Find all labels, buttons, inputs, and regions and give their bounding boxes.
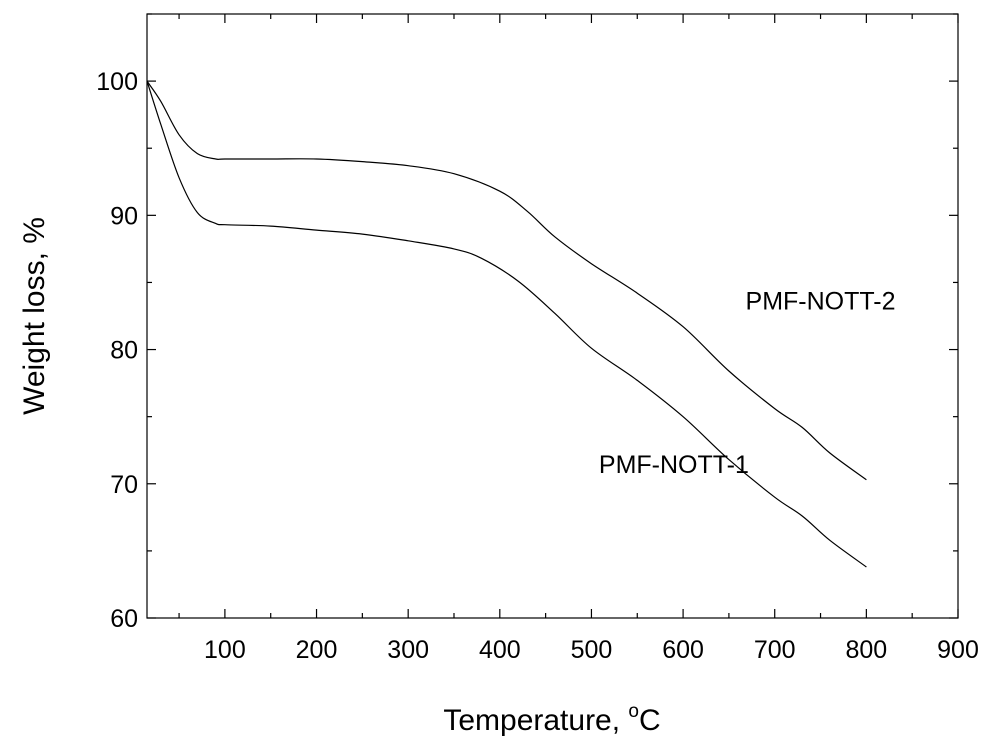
series-line-pmf-nott-1 (146, 80, 867, 568)
x-tick-label: 200 (296, 636, 338, 664)
tick-labels: 100 200 300 400 500 600 700 800 900 60 70 80 90 100 (96, 68, 979, 664)
x-tick-label: 800 (846, 636, 888, 664)
series-labels: PMF-NOTT-2 PMF-NOTT-1 (599, 287, 896, 479)
x-tick-label: 500 (571, 636, 613, 664)
data-curves (146, 80, 867, 568)
x-tick-label: 700 (754, 636, 796, 664)
x-tick-label: 300 (387, 636, 429, 664)
x-tick-label: 900 (937, 636, 979, 664)
x-axis-title-text: Temperature, (443, 704, 628, 737)
axis-ticks (147, 13, 959, 619)
x-axis-unit: C (639, 704, 661, 737)
x-axis-title: Temperature, oC (443, 701, 660, 737)
y-tick-label: 80 (110, 337, 138, 365)
y-tick-label: 100 (96, 68, 138, 96)
x-tick-label: 600 (662, 636, 704, 664)
series-label-pmf-nott-1: PMF-NOTT-1 (599, 451, 749, 479)
x-tick-label: 400 (479, 636, 521, 664)
x-tick-label: 100 (204, 636, 246, 664)
plot-frame (146, 13, 959, 619)
y-axis-title: Weight loss, % (18, 217, 51, 415)
y-tick-label: 90 (110, 202, 138, 230)
series-label-pmf-nott-2: PMF-NOTT-2 (746, 287, 896, 315)
series-line-pmf-nott-2 (146, 80, 867, 481)
y-tick-label: 60 (110, 605, 138, 633)
x-axis-unit-degree: o (628, 701, 639, 722)
y-tick-label: 70 (110, 471, 138, 499)
